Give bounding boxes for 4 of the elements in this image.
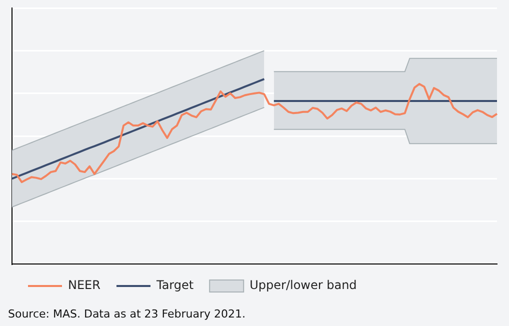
legend-label: Upper/lower band bbox=[250, 278, 357, 292]
legend-label: Target bbox=[155, 278, 194, 292]
source-note: Source: MAS. Data as at 23 February 2021. bbox=[8, 307, 246, 320]
legend-label: NEER bbox=[68, 278, 100, 292]
